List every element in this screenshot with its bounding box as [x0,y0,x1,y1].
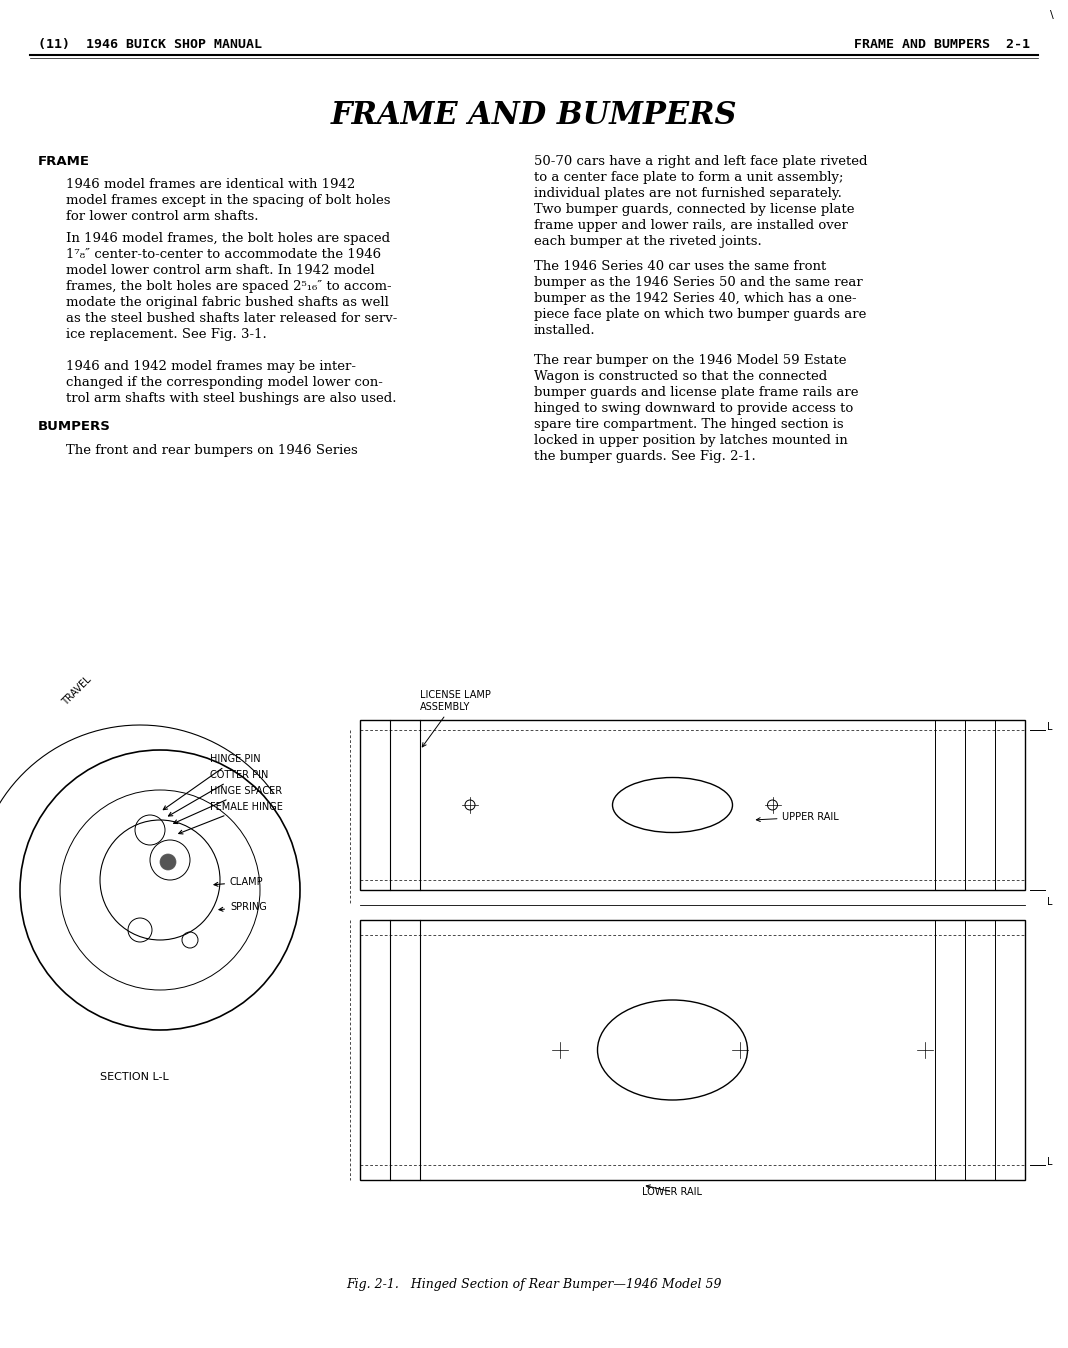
Text: each bumper at the riveted joints.: each bumper at the riveted joints. [534,235,761,248]
Text: The front and rear bumpers on 1946 Series: The front and rear bumpers on 1946 Serie… [66,443,358,457]
Text: as the steel bushed shafts later released for serv-: as the steel bushed shafts later release… [66,311,397,325]
Text: FRAME AND BUMPERS: FRAME AND BUMPERS [331,100,737,131]
Text: installed.: installed. [534,324,596,337]
Text: modate the original fabric bushed shafts as well: modate the original fabric bushed shafts… [66,297,389,309]
Text: the bumper guards. See Fig. 2-1.: the bumper guards. See Fig. 2-1. [534,450,756,462]
Text: 50-70 cars have a right and left face plate riveted: 50-70 cars have a right and left face pl… [534,155,867,168]
Text: L: L [1047,723,1052,732]
Text: ice replacement. See Fig. 3-1.: ice replacement. See Fig. 3-1. [66,328,267,341]
Bar [360,919,1025,1180]
Text: UPPER RAIL: UPPER RAIL [756,811,839,822]
Text: bumper as the 1942 Series 40, which has a one-: bumper as the 1942 Series 40, which has … [534,293,857,305]
Text: bumper guards and license plate frame rails are: bumper guards and license plate frame ra… [534,386,859,399]
Text: Wagon is constructed so that the connected: Wagon is constructed so that the connect… [534,369,828,383]
Text: LICENSE LAMP
ASSEMBLY: LICENSE LAMP ASSEMBLY [420,690,491,747]
Text: to a center face plate to form a unit assembly;: to a center face plate to form a unit as… [534,171,844,183]
Text: Fig. 2-1.   Hinged Section of Rear Bumper—1946 Model 59: Fig. 2-1. Hinged Section of Rear Bumper—… [346,1278,722,1291]
Text: LOWER RAIL: LOWER RAIL [643,1185,703,1197]
Text: frame upper and lower rails, are installed over: frame upper and lower rails, are install… [534,218,848,232]
Text: hinged to swing downward to provide access to: hinged to swing downward to provide acce… [534,402,853,415]
Text: SPRING: SPRING [219,902,267,913]
Text: \: \ [1050,9,1054,20]
Text: FEMALE HINGE: FEMALE HINGE [178,802,283,834]
Text: spare tire compartment. The hinged section is: spare tire compartment. The hinged secti… [534,418,844,431]
Text: L: L [1047,896,1052,907]
Text: 1⁷₈″ center-to-center to accommodate the 1946: 1⁷₈″ center-to-center to accommodate the… [66,248,381,262]
Text: HINGE PIN: HINGE PIN [163,754,261,810]
Text: piece face plate on which two bumper guards are: piece face plate on which two bumper gua… [534,307,866,321]
Text: In 1946 model frames, the bolt holes are spaced: In 1946 model frames, the bolt holes are… [66,232,390,245]
Text: model lower control arm shaft. In 1942 model: model lower control arm shaft. In 1942 m… [66,264,375,276]
Text: frames, the bolt holes are spaced 2⁵₁₆″ to accom-: frames, the bolt holes are spaced 2⁵₁₆″ … [66,280,392,293]
Text: FRAME: FRAME [38,155,90,168]
Text: CLAMP: CLAMP [214,878,264,887]
Text: COTTER PIN: COTTER PIN [169,770,268,816]
Circle shape [160,855,176,869]
Text: FRAME AND BUMPERS  2-1: FRAME AND BUMPERS 2-1 [854,38,1030,51]
Text: 1946 and 1942 model frames may be inter-: 1946 and 1942 model frames may be inter- [66,360,356,373]
Text: TRAVEL: TRAVEL [60,674,93,706]
Text: locked in upper position by latches mounted in: locked in upper position by latches moun… [534,434,848,448]
Text: bumper as the 1946 Series 50 and the same rear: bumper as the 1946 Series 50 and the sam… [534,276,863,288]
Text: (11)  1946 BUICK SHOP MANUAL: (11) 1946 BUICK SHOP MANUAL [38,38,262,51]
Text: HINGE SPACER: HINGE SPACER [174,786,282,824]
Text: BUMPERS: BUMPERS [38,421,111,433]
Text: for lower control arm shafts.: for lower control arm shafts. [66,210,258,222]
Text: individual plates are not furnished separately.: individual plates are not furnished sepa… [534,187,842,200]
Text: changed if the corresponding model lower con-: changed if the corresponding model lower… [66,376,382,390]
Text: Two bumper guards, connected by license plate: Two bumper guards, connected by license … [534,204,854,216]
Text: The rear bumper on the 1946 Model 59 Estate: The rear bumper on the 1946 Model 59 Est… [534,355,847,367]
Text: model frames except in the spacing of bolt holes: model frames except in the spacing of bo… [66,194,391,208]
Text: L: L [1047,1157,1052,1167]
Bar [360,720,1025,890]
Text: SECTION L-L: SECTION L-L [100,1072,169,1082]
Text: 1946 model frames are identical with 1942: 1946 model frames are identical with 194… [66,178,356,191]
Text: trol arm shafts with steel bushings are also used.: trol arm shafts with steel bushings are … [66,392,396,404]
Text: The 1946 Series 40 car uses the same front: The 1946 Series 40 car uses the same fro… [534,260,827,274]
